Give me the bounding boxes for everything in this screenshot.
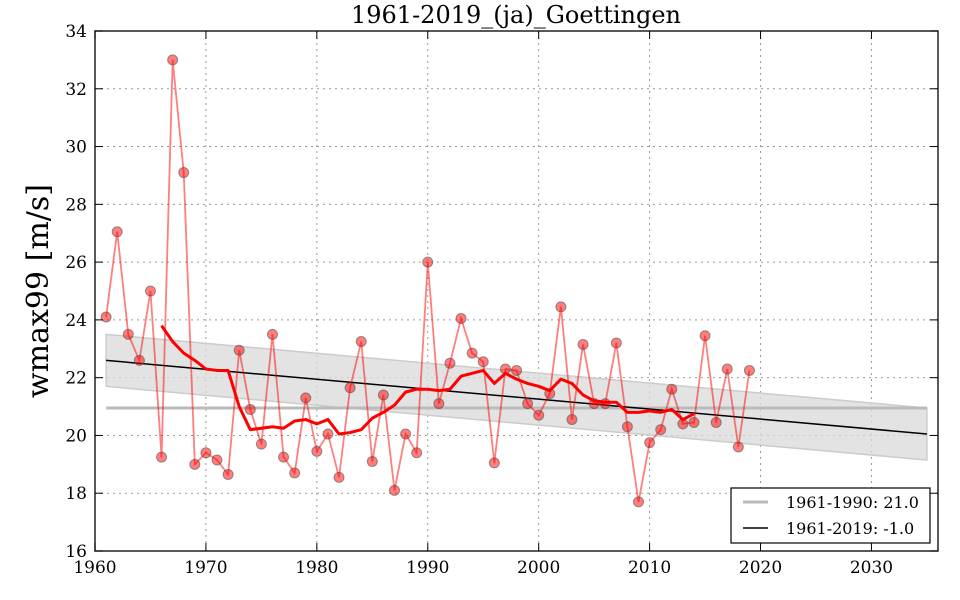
annual-point [610,337,622,349]
annual-point [377,389,389,401]
x-tick-label: 2020 [739,558,782,578]
annual-point [266,328,278,340]
annual-point [311,445,323,457]
y-tick-label: 16 [65,542,87,562]
x-tick-label: 1990 [406,558,449,578]
annual-series-layer [100,54,755,508]
annual-point [455,312,467,324]
moving-average-line [160,324,695,436]
annual-point [278,451,290,463]
annual-point [411,447,423,459]
annual-point [144,285,156,297]
annual-point [621,421,633,433]
annual-point [688,416,700,428]
annual-point [167,54,179,66]
x-tick-label: 2000 [517,558,560,578]
annual-point [400,428,412,440]
annual-point [699,330,711,342]
y-tick-label: 24 [65,311,87,331]
annual-point [333,471,345,483]
annual-point [633,496,645,508]
plot-frame [94,30,939,552]
grid [94,30,938,552]
annual-point [732,441,744,453]
x-tick-label: 1980 [295,558,338,578]
annual-point [566,414,578,426]
annual-point [721,363,733,375]
x-tick-label: 2010 [628,558,671,578]
annual-point [522,398,534,410]
annual-point [444,357,456,369]
axis-ticks: 1960 1970 1980 1990 2000 2010 2020 2030 16 18 20 22… [65,22,938,578]
annual-point [355,336,367,348]
x-tick-label: 1960 [73,558,116,578]
annual-point [211,454,223,466]
y-axis-label: wmax99 [m/s] [21,184,56,398]
y-tick-label: 28 [65,195,87,215]
annual-point [100,311,112,323]
annual-point [466,347,478,359]
legend-label-reference: 1961-1990: 21.0 [786,493,919,512]
legend-box [730,487,931,544]
annual-point [222,468,234,480]
annual-point [233,344,245,356]
y-tick-label: 30 [65,138,87,158]
annual-point [189,458,201,470]
y-tick-label: 32 [65,80,87,100]
annual-point [644,437,656,449]
annual-point [156,451,168,463]
annual-point [388,484,400,496]
annual-point [477,356,489,368]
annual-point [533,409,545,421]
annual-point [200,447,212,459]
annual-point [111,226,123,238]
annual-point [666,383,678,395]
x-tick-label: 1970 [184,558,227,578]
y-tick-label: 22 [65,369,87,389]
annual-point [300,392,312,404]
legend: 1961-1990: 21.0 1961-2019: -1.0 [730,487,931,544]
legend-label-trend: 1961-2019: -1.0 [786,519,914,538]
chart-title: 1961-2019_(ja)_Goettingen [351,1,681,29]
annual-point [122,328,134,340]
x-tick-label: 2030 [850,558,893,578]
annual-point [244,403,256,415]
y-tick-label: 20 [65,426,87,446]
annual-point [344,382,356,394]
annual-point [577,338,589,350]
annual-point [555,301,567,313]
annual-point [488,457,500,469]
annual-point [133,354,145,366]
annual-point [322,428,334,440]
annual-point [511,364,522,376]
annual-point [289,467,301,479]
y-tick-label: 26 [65,253,87,273]
annual-point [255,438,267,450]
y-tick-label: 34 [65,22,87,42]
annual-point [710,416,722,428]
annual-point [366,455,378,467]
annual-point [433,398,445,410]
annual-point [655,424,667,436]
annual-point [422,256,434,268]
annual-point [178,167,190,179]
annual-point [743,364,755,376]
y-tick-label: 18 [65,484,87,504]
moving-average-layer [160,324,695,436]
